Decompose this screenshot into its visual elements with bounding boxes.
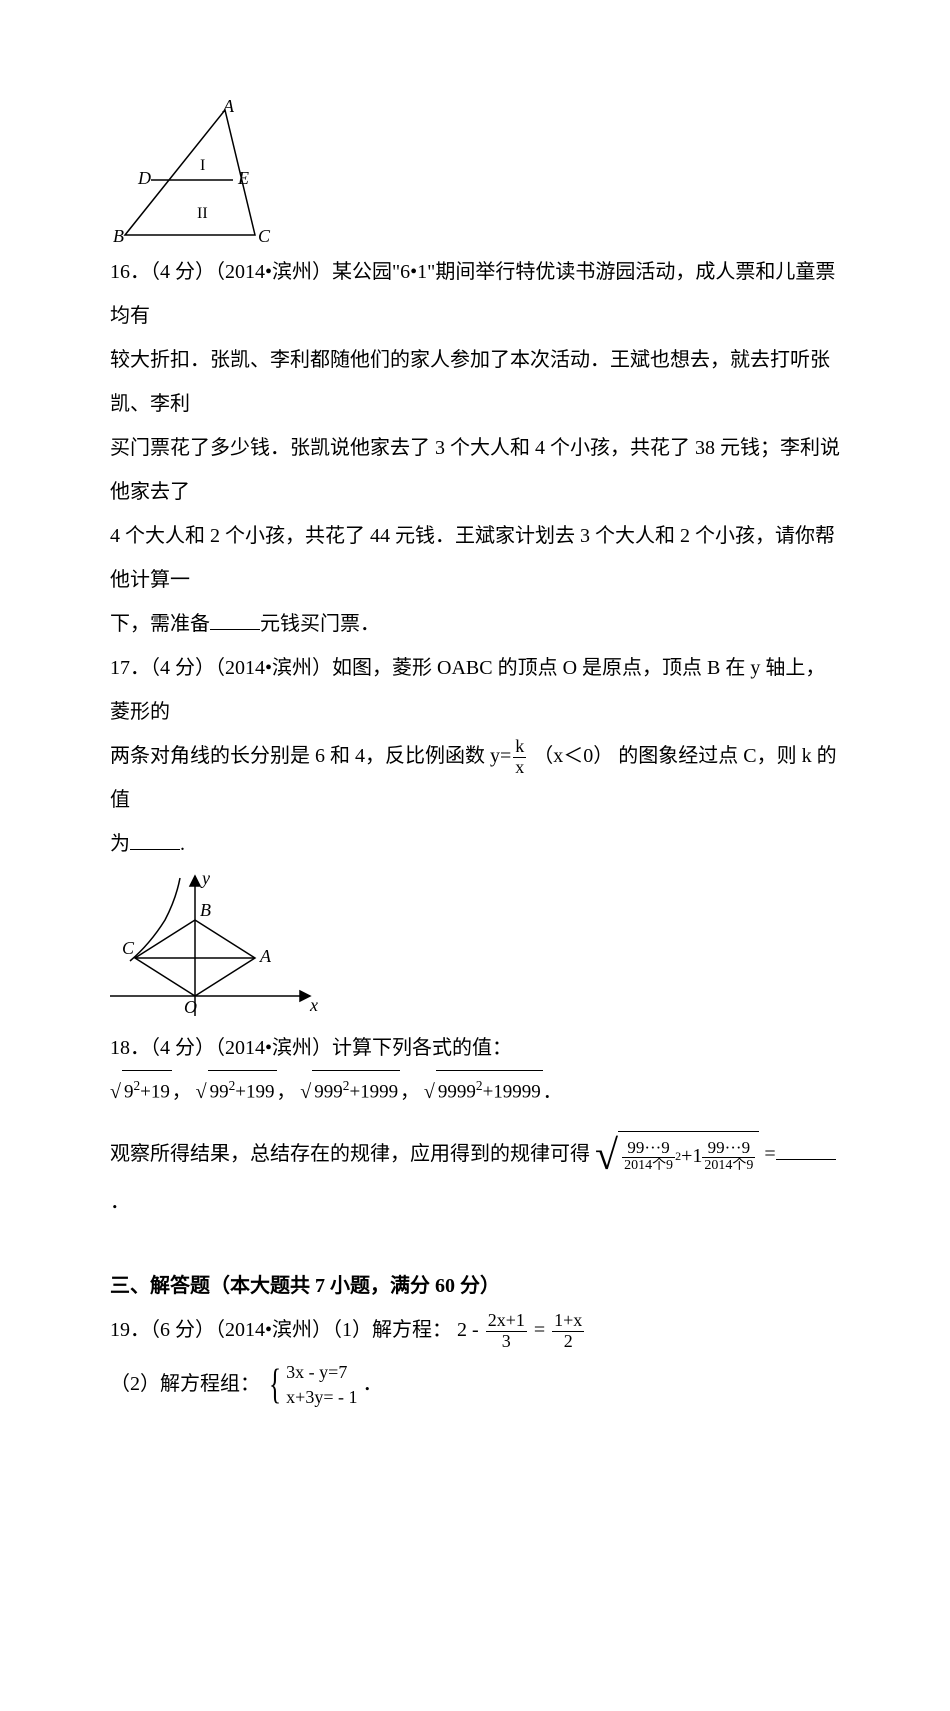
label-D: D <box>137 168 151 188</box>
eq-sign: = <box>764 1143 775 1165</box>
big-root: √ 99···9 2014个9 2 +1 99···9 2014个9 <box>595 1131 759 1180</box>
label-C2: C <box>122 938 135 958</box>
q18-tail: ． <box>110 1191 130 1213</box>
q19-eqn1: 2 - 2x+13 = 1+x2 <box>457 1319 586 1341</box>
q18: 18．（4 分）（2014•滨州）计算下列各式的值： <box>110 1026 840 1070</box>
section-3-heading: 三、解答题（本大题共 7 小题，满分 60 分） <box>110 1264 840 1308</box>
label-A: A <box>222 100 235 116</box>
q19-p2-label: （2）解方程组： <box>110 1373 260 1395</box>
q18-roots: 92+19， 992+199， 9992+1999， 99992+19999． <box>110 1070 840 1113</box>
label-A2: A <box>259 946 272 966</box>
formula-ykx: y=kx <box>490 745 533 767</box>
q18-blank <box>776 1137 836 1160</box>
root3: 9992+1999 <box>300 1070 400 1113</box>
q18-head: 18．（4 分）（2014•滨州） <box>110 1037 332 1059</box>
q17-textb: 两条对角线的长分别是 6 和 4，反比例函数 <box>110 745 485 767</box>
brace-left: { <box>269 1364 281 1406</box>
q16-textf: 元钱买门票． <box>260 613 380 635</box>
label-O: O <box>184 997 197 1017</box>
figure-triangle-ade: A B C D E I II <box>110 100 280 250</box>
q19-p1-label: （1）解方程： <box>332 1319 452 1341</box>
q17-head: 17．（4 分）（2014•滨州） <box>110 657 332 679</box>
label-C: C <box>258 226 271 246</box>
q16-line3: 买门票花了多少钱．张凯说他家去了 3 个大人和 4 个小孩，共花了 38 元钱；… <box>110 426 840 514</box>
label-B2: B <box>200 900 211 920</box>
q16-num: 16．（4 分）（2014•滨州） <box>110 261 332 283</box>
root1: 92+19 <box>110 1070 172 1113</box>
underbrace-1: 99···9 2014个9 <box>622 1139 675 1174</box>
q18-textb: 观察所得结果，总结存在的规律，应用得到的规律可得 <box>110 1143 590 1165</box>
q17-textd: 为 <box>110 833 130 855</box>
root4: 99992+19999 <box>424 1070 543 1113</box>
q17-line2: 两条对角线的长分别是 6 和 4，反比例函数 y=kx （x＜0） 的图象经过点… <box>110 734 840 822</box>
q18-texta: 计算下列各式的值： <box>332 1037 512 1059</box>
q17-blank <box>130 827 180 850</box>
axis-x: x <box>309 995 318 1015</box>
axis-y: y <box>200 868 210 888</box>
figure-rhombus-axes: y x O B C A <box>110 866 330 1026</box>
underbrace-2: 99···9 2014个9 <box>702 1139 755 1174</box>
q17-period: . <box>180 833 185 855</box>
label-II: II <box>197 205 208 222</box>
q17-cond: （x＜0） <box>533 745 613 767</box>
q16-line5: 下，需准备 元钱买门票． <box>110 602 840 646</box>
label-B: B <box>113 226 124 246</box>
label-I: I <box>200 157 205 174</box>
q19-p2: （2）解方程组： { 3x - y=7 x+3y= - 1 ． <box>110 1360 840 1410</box>
q17-line3: 为. <box>110 822 840 866</box>
q19: 19．（6 分）（2014•滨州）（1）解方程： 2 - 2x+13 = 1+x… <box>110 1308 840 1352</box>
q16-line2: 较大折扣．张凯、李利都随他们的家人参加了本次活动．王斌也想去，就去打听张凯、李利 <box>110 338 840 426</box>
q17: 17．（4 分）（2014•滨州）如图，菱形 OABC 的顶点 O 是原点，顶点… <box>110 646 840 734</box>
q16: 16．（4 分）（2014•滨州）某公园"6•1"期间举行特优读书游园活动，成人… <box>110 250 840 338</box>
q16-line4: 4 个大人和 2 个小孩，共花了 44 元钱．王斌家计划去 3 个大人和 2 个… <box>110 514 840 602</box>
q18-conclude: 观察所得结果，总结存在的规律，应用得到的规律可得 √ 99···9 2014个9… <box>110 1131 840 1224</box>
root2: 992+199 <box>196 1070 277 1113</box>
q16-blank <box>210 607 260 630</box>
label-E: E <box>237 168 249 188</box>
q16-texte: 下，需准备 <box>110 613 210 635</box>
q19-tail: ． <box>362 1373 382 1395</box>
equation-system: 3x - y=7 x+3y= - 1 <box>286 1360 357 1410</box>
q19-head: 19．（6 分）（2014•滨州） <box>110 1319 332 1341</box>
